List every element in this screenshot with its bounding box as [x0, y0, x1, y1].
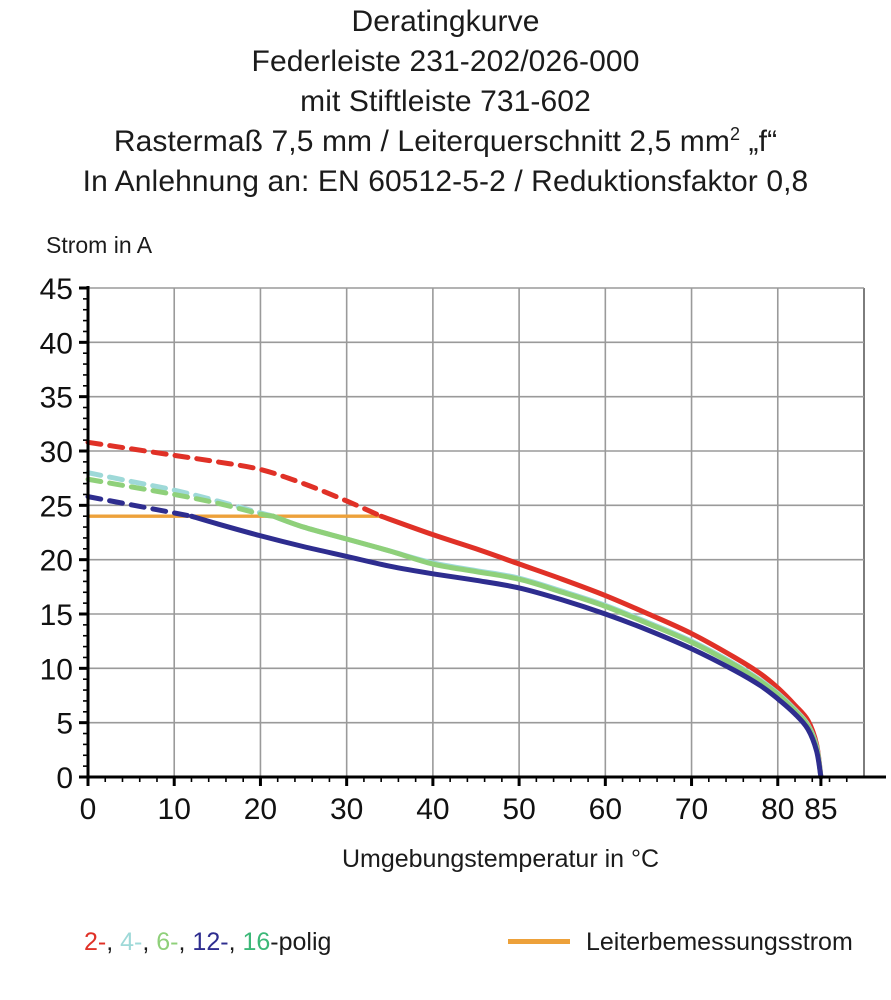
title-line-4-superscript: 2 — [729, 124, 741, 144]
title-line-2: Federleiste 231-202/026-000 — [251, 45, 640, 78]
x-tick-label-70: 70 — [675, 793, 708, 826]
chart-title-block: Deratingkurve Federleiste 231-202/026-00… — [0, 2, 891, 202]
title-line-5: In Anlehnung an: EN 60512-5-2 / Reduktio… — [82, 165, 809, 198]
legend-series-part-6: 12- — [192, 928, 229, 956]
x-tick-label-40: 40 — [416, 793, 449, 826]
x-tick-label-10: 10 — [158, 793, 191, 826]
y-tick-label-15: 15 — [40, 599, 73, 632]
legend-series-part-5: , — [178, 928, 193, 956]
curve-solid-12-polig — [188, 513, 824, 780]
legend-series-part-7: , — [228, 928, 243, 956]
y-tick-label-10: 10 — [40, 653, 73, 686]
y-tick-label-45: 45 — [40, 273, 73, 306]
x-tick-label-30: 30 — [330, 793, 363, 826]
curve-dashed-6-polig — [85, 476, 276, 519]
title-line-4-main: Rastermaß 7,5 mm / Leiterquerschnitt 2,5… — [113, 125, 730, 158]
legend-series-part-2: 4- — [120, 928, 143, 956]
title-line-3: mit Stiftleiste 731-602 — [300, 85, 591, 118]
legend-series-part-4: 6- — [156, 928, 179, 956]
curve-dashed-2-polig — [85, 439, 384, 519]
title-line-4-tail: „f“ — [740, 125, 778, 158]
y-tick-label-25: 25 — [40, 490, 73, 523]
y-tick-label-0: 0 — [56, 762, 73, 795]
y-tick-label-35: 35 — [40, 382, 73, 415]
legend-series-part-9: -polig — [270, 928, 332, 956]
y-tick-label-30: 30 — [40, 436, 73, 469]
x-tick-label-85: 85 — [804, 793, 837, 826]
legend-series-poles: 2-, 4-, 6-, 12-, 16-polig — [84, 925, 331, 959]
curve-solid-2-polig — [378, 513, 824, 780]
legend-series-part-3: , — [142, 928, 157, 956]
x-tick-label-80: 80 — [761, 793, 794, 826]
legend-series-part-1: , — [106, 928, 121, 956]
y-tick-label-40: 40 — [40, 327, 73, 360]
legend-rated-current: Leiterbemessungsstrom — [508, 925, 853, 959]
legend-series-part-8: 16 — [242, 928, 271, 956]
title-line-1: Deratingkurve — [351, 5, 540, 38]
y-tick-label-5: 5 — [56, 708, 73, 741]
y-tick-label-20: 20 — [40, 545, 73, 578]
legend-rated-label: Leiterbemessungsstrom — [586, 928, 853, 956]
curve-solid-4-polig — [270, 513, 824, 780]
curve-solid-6-polig — [270, 513, 824, 780]
y-axis-caption: Strom in A — [46, 232, 153, 258]
x-tick-label-50: 50 — [502, 793, 535, 826]
x-tick-label-60: 60 — [589, 793, 622, 826]
curve-dashed-12-polig — [85, 494, 194, 519]
x-axis-caption: Umgebungstemperatur in °C — [341, 845, 660, 873]
legend-series-part-0: 2- — [84, 928, 107, 956]
title-line-4: Rastermaß 7,5 mm / Leiterquerschnitt 2,5… — [0, 122, 891, 162]
chart-legend: 2-, 4-, 6-, 12-, 16-polig Leiterbemessun… — [0, 925, 891, 965]
x-tick-label-20: 20 — [244, 793, 277, 826]
x-tick-label-0: 0 — [80, 793, 97, 826]
rated-current-line-swatch — [508, 939, 570, 945]
